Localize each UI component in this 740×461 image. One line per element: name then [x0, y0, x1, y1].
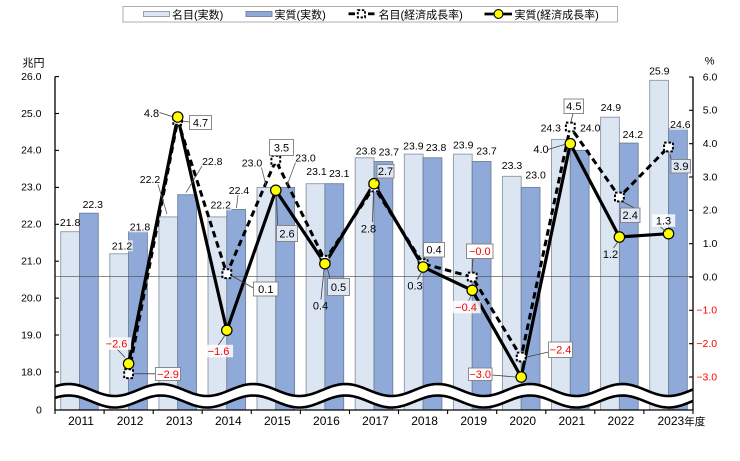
- svg-text:23.7: 23.7: [476, 145, 497, 157]
- svg-text:4.0: 4.0: [533, 144, 548, 156]
- svg-text:1.3: 1.3: [656, 216, 671, 228]
- svg-text:−2.9: −2.9: [157, 369, 179, 381]
- svg-text:0.3: 0.3: [407, 281, 422, 293]
- svg-text:23.8: 23.8: [356, 146, 377, 158]
- svg-text:2012: 2012: [117, 414, 144, 428]
- svg-text:1.0: 1.0: [703, 238, 718, 250]
- svg-text:21.0: 21.0: [21, 256, 42, 268]
- svg-text:2021: 2021: [558, 414, 585, 428]
- svg-text:24.9: 24.9: [601, 102, 622, 114]
- svg-text:0.0: 0.0: [703, 271, 718, 283]
- svg-text:3.0: 3.0: [703, 171, 718, 183]
- svg-text:2020: 2020: [509, 414, 536, 428]
- svg-text:名目(経済成長率): 名目(経済成長率): [379, 8, 463, 22]
- svg-text:−1.0: −1.0: [696, 305, 717, 317]
- svg-text:2022: 2022: [608, 414, 635, 428]
- svg-text:22.3: 22.3: [83, 199, 104, 211]
- svg-text:−3.0: −3.0: [469, 369, 491, 381]
- svg-text:−0.4: −0.4: [455, 302, 477, 314]
- svg-text:23.1: 23.1: [306, 166, 327, 178]
- svg-text:3.9: 3.9: [673, 161, 688, 173]
- svg-text:22.4: 22.4: [229, 185, 250, 197]
- svg-text:23.0: 23.0: [525, 169, 546, 181]
- svg-text:23.0: 23.0: [295, 153, 316, 165]
- svg-text:23.8: 23.8: [426, 142, 447, 154]
- svg-text:2017: 2017: [362, 414, 389, 428]
- svg-text:2.7: 2.7: [378, 166, 393, 178]
- svg-text:1.2: 1.2: [603, 249, 618, 261]
- svg-text:実質(経済成長率): 実質(経済成長率): [515, 8, 599, 22]
- svg-text:25.9: 25.9: [649, 66, 670, 78]
- svg-text:−2.0: −2.0: [696, 338, 717, 350]
- svg-text:4.7: 4.7: [193, 117, 208, 129]
- svg-text:2013: 2013: [166, 414, 193, 428]
- svg-text:25.0: 25.0: [21, 108, 42, 120]
- svg-text:22.0: 22.0: [21, 219, 42, 231]
- svg-text:18.0: 18.0: [21, 366, 42, 378]
- svg-text:−0.0: −0.0: [469, 246, 491, 258]
- svg-text:2011: 2011: [68, 414, 94, 428]
- svg-text:兆円: 兆円: [23, 56, 45, 69]
- svg-text:2015: 2015: [264, 414, 291, 428]
- svg-text:2.4: 2.4: [623, 210, 638, 222]
- svg-text:2023年度: 2023年度: [658, 414, 706, 428]
- svg-text:20.0: 20.0: [21, 292, 42, 304]
- svg-text:2.8: 2.8: [361, 224, 376, 236]
- svg-text:2.6: 2.6: [279, 228, 294, 240]
- svg-text:−3.0: −3.0: [696, 371, 717, 383]
- svg-text:24.6: 24.6: [670, 119, 691, 131]
- svg-text:名目(実数): 名目(実数): [172, 8, 223, 22]
- svg-text:24.3: 24.3: [541, 123, 562, 135]
- svg-text:21.8: 21.8: [130, 222, 151, 234]
- svg-text:3.5: 3.5: [274, 142, 289, 154]
- svg-text:23.3: 23.3: [502, 160, 523, 172]
- svg-text:22.2: 22.2: [140, 174, 161, 186]
- svg-text:24.2: 24.2: [623, 129, 644, 141]
- svg-text:%: %: [705, 56, 715, 68]
- svg-text:2.0: 2.0: [703, 205, 718, 217]
- svg-text:19.0: 19.0: [21, 329, 42, 341]
- svg-text:26.0: 26.0: [21, 71, 42, 83]
- svg-text:24.0: 24.0: [580, 123, 601, 135]
- svg-text:0.4: 0.4: [313, 301, 328, 313]
- svg-text:4.5: 4.5: [566, 101, 581, 113]
- svg-text:0: 0: [36, 404, 42, 416]
- svg-text:5.0: 5.0: [703, 105, 718, 117]
- svg-text:−2.4: −2.4: [550, 345, 572, 357]
- svg-text:23.9: 23.9: [403, 141, 424, 153]
- svg-text:2018: 2018: [411, 414, 438, 428]
- svg-text:6.0: 6.0: [703, 71, 718, 83]
- svg-text:2019: 2019: [460, 414, 487, 428]
- svg-text:24.0: 24.0: [21, 145, 42, 157]
- svg-text:21.8: 21.8: [60, 217, 81, 229]
- svg-text:0.4: 0.4: [426, 245, 441, 257]
- svg-text:23.7: 23.7: [379, 147, 400, 159]
- svg-text:22.8: 22.8: [202, 156, 223, 168]
- svg-text:21.2: 21.2: [112, 241, 133, 253]
- svg-text:4.0: 4.0: [703, 138, 718, 150]
- svg-text:23.1: 23.1: [329, 168, 350, 180]
- svg-text:23.9: 23.9: [453, 140, 474, 152]
- svg-text:4.8: 4.8: [144, 108, 159, 120]
- svg-text:2016: 2016: [313, 414, 340, 428]
- svg-text:23.0: 23.0: [21, 182, 42, 194]
- svg-text:23.0: 23.0: [242, 158, 263, 170]
- svg-text:0.5: 0.5: [331, 282, 346, 294]
- svg-text:実質(実数): 実質(実数): [275, 8, 326, 22]
- svg-text:−2.6: −2.6: [106, 339, 128, 351]
- svg-text:0.1: 0.1: [258, 284, 273, 296]
- svg-text:22.2: 22.2: [210, 200, 231, 212]
- svg-text:2014: 2014: [215, 414, 242, 428]
- svg-text:−1.6: −1.6: [208, 346, 230, 358]
